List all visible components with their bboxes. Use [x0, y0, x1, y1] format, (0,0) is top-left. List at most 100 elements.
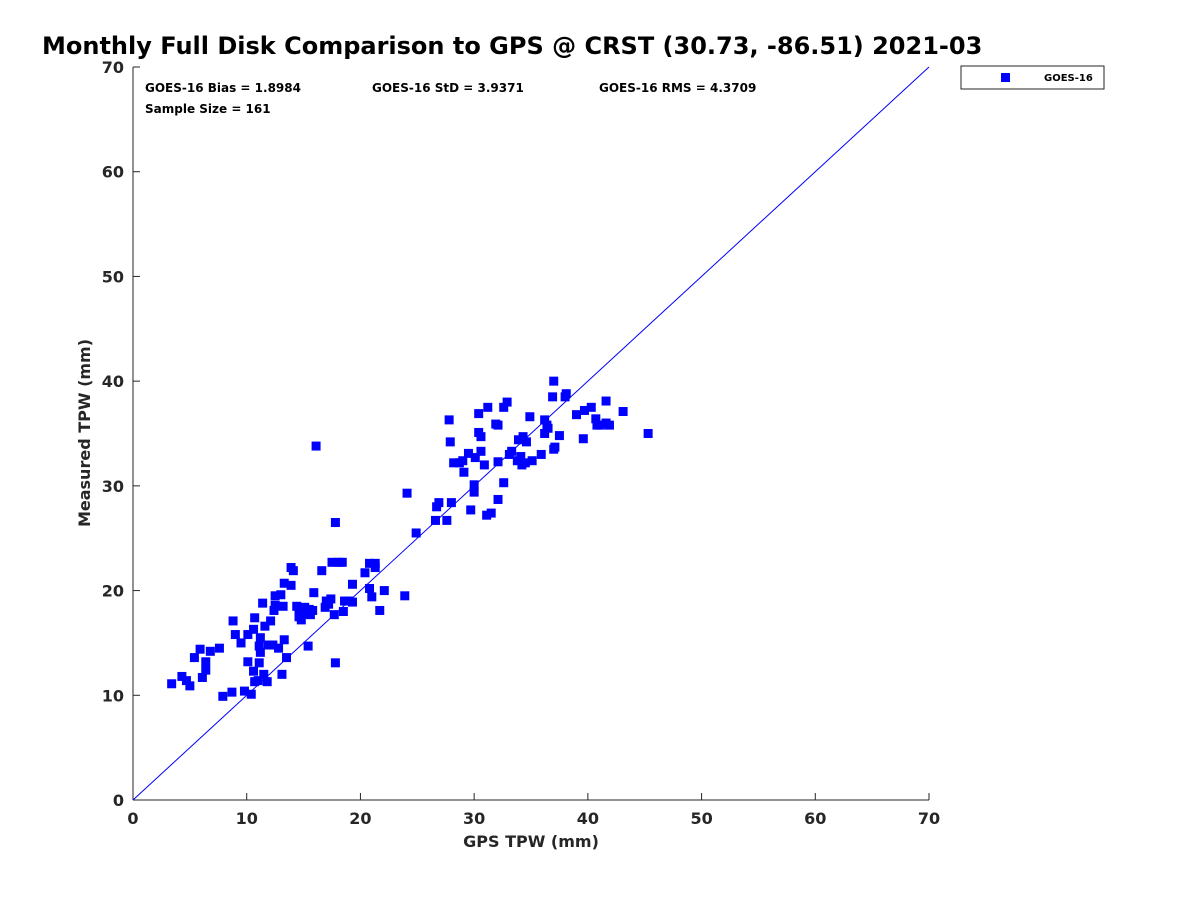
data-point: [263, 640, 273, 650]
data-point: [326, 594, 336, 604]
data-point: [296, 615, 306, 625]
data-point: [201, 657, 211, 667]
data-point: [499, 478, 509, 488]
data-point: [282, 653, 292, 663]
data-point: [466, 505, 476, 515]
data-point: [536, 449, 546, 459]
data-point: [601, 396, 611, 406]
data-point: [309, 588, 319, 598]
data-point: [402, 488, 412, 498]
data-point: [482, 510, 492, 520]
data-point: [516, 452, 526, 462]
x-tick-label: 30: [463, 809, 485, 828]
data-point: [521, 437, 531, 447]
legend-marker: [1001, 73, 1010, 82]
data-point: [274, 643, 284, 653]
data-point: [230, 630, 240, 640]
data-point: [317, 566, 327, 576]
data-point: [347, 597, 357, 607]
data-point: [476, 432, 486, 442]
data-point: [458, 456, 468, 466]
data-point: [269, 605, 279, 615]
data-point: [643, 429, 653, 438]
data-point: [520, 458, 530, 468]
legend: GOES-16: [960, 65, 1105, 90]
data-point: [370, 558, 380, 568]
stats-annotations: GOES-16 Bias = 1.8984 GOES-16 StD = 3.93…: [145, 81, 756, 116]
data-point: [474, 409, 484, 419]
data-point: [255, 633, 265, 643]
data-point: [507, 446, 517, 456]
x-tick-label: 0: [127, 809, 138, 828]
data-point: [469, 480, 479, 490]
legend-box: [960, 65, 1105, 90]
y-tick-label: 50: [102, 267, 124, 286]
y-tick-label: 0: [113, 791, 124, 810]
data-point: [167, 679, 177, 689]
data-point: [236, 638, 246, 648]
data-point: [502, 397, 512, 407]
data-point: [279, 578, 289, 588]
data-point: [470, 453, 480, 463]
data-point: [262, 677, 272, 687]
data-point: [434, 498, 444, 508]
data-point: [253, 676, 263, 686]
data-point: [499, 402, 509, 412]
y-tick-label: 30: [102, 477, 124, 496]
data-point: [300, 602, 310, 612]
data-point: [446, 498, 456, 508]
data-point: [189, 653, 199, 663]
data-point: [476, 446, 486, 456]
data-point: [479, 460, 489, 470]
data-point: [586, 402, 596, 412]
data-point: [367, 592, 377, 602]
axes: [132, 66, 930, 801]
data-point: [330, 658, 340, 668]
data-point: [250, 613, 260, 623]
data-point: [548, 392, 558, 402]
data-point: [278, 601, 288, 611]
data-point: [442, 515, 452, 525]
data-point: [579, 405, 589, 415]
data-point: [330, 518, 340, 528]
legend-label: GOES-16: [1044, 73, 1093, 84]
data-point: [303, 641, 313, 651]
data-point: [324, 599, 334, 609]
bias-annotation: GOES-16 Bias = 1.8984: [145, 81, 301, 95]
y-tick-label: 60: [102, 163, 124, 182]
data-point: [308, 605, 318, 615]
data-point: [214, 643, 224, 653]
sample-size-annotation: Sample Size = 161: [145, 102, 271, 116]
data-point: [540, 429, 550, 438]
data-point: [340, 596, 350, 606]
data-point: [228, 616, 238, 626]
rms-annotation: GOES-16 RMS = 4.3709: [599, 81, 756, 95]
data-point: [254, 658, 264, 668]
y-tick-label: 40: [102, 372, 124, 391]
data-point: [486, 508, 496, 518]
data-point: [255, 647, 265, 657]
data-point: [411, 528, 421, 538]
data-point: [337, 557, 347, 567]
data-point: [311, 441, 321, 451]
data-point: [375, 605, 385, 615]
x-tick-label: 50: [690, 809, 712, 828]
data-point: [365, 558, 375, 568]
data-point: [550, 442, 560, 452]
data-point: [327, 557, 337, 567]
data-point: [459, 467, 469, 477]
data-point: [243, 657, 253, 667]
data-point: [259, 669, 269, 679]
data-point: [239, 686, 249, 696]
data-point: [543, 423, 553, 433]
data-point: [277, 669, 287, 679]
data-point: [249, 624, 259, 634]
x-tick-label: 70: [918, 809, 940, 828]
std-annotation: GOES-16 StD = 3.9371: [372, 81, 524, 95]
data-point: [227, 687, 237, 697]
data-point: [360, 568, 370, 578]
y-tick-label: 70: [102, 58, 124, 77]
data-point: [513, 435, 523, 445]
data-point: [591, 414, 601, 424]
data-point: [177, 671, 187, 681]
